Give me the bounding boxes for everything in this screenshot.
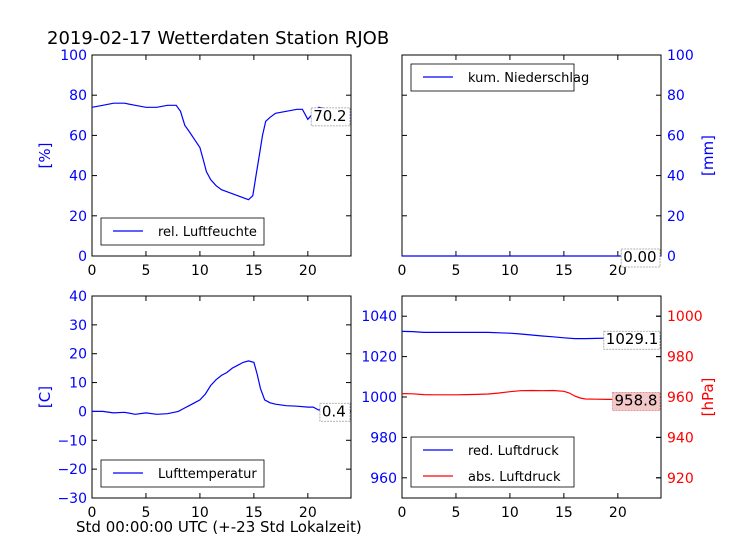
y-axis-label: [C] xyxy=(36,386,54,408)
panel-bottom-left: 0 5 10 15 20 −30 −20 −10 0 10 20 30 40 [C] 0.4 Lufttemp… xyxy=(36,289,352,521)
last-value-box xyxy=(603,330,661,350)
x-tick-label: 5 xyxy=(451,263,460,279)
y-tick-label: 960 xyxy=(667,390,694,406)
y-axis-label: [hPa] xyxy=(699,378,717,417)
last-value-box xyxy=(612,392,661,411)
y-tick-label: 20 xyxy=(69,347,87,363)
last-value-label: 0.4 xyxy=(322,402,346,420)
y-tick-label: 40 xyxy=(667,169,685,185)
y-tick-label: 960 xyxy=(370,471,397,487)
y-tick-label: 1020 xyxy=(361,350,397,366)
y-tick-label: 1000 xyxy=(667,309,703,325)
y-axis-label: [mm] xyxy=(699,135,717,176)
legend-label: red. Luftdruck xyxy=(468,444,559,459)
y-tick-label: 940 xyxy=(667,430,694,446)
legend-label: rel. Luftfeuchte xyxy=(158,225,257,240)
y-tick-label: 0 xyxy=(78,404,87,420)
x-tick-label: 10 xyxy=(191,263,209,279)
x-tick-label: 0 xyxy=(398,505,407,521)
x-tick-label: 20 xyxy=(299,263,317,279)
x-tick-label: 0 xyxy=(398,263,407,279)
y-tick-label: 10 xyxy=(69,376,87,392)
y-tick-label: 80 xyxy=(667,88,685,104)
y-tick-label: 1040 xyxy=(361,309,397,325)
series-line xyxy=(92,360,352,415)
figure-title: 2019-02-17 Wetterdaten Station RJOB xyxy=(47,28,389,49)
panel-bottom-right: 0 5 10 15 20 960 980 1000 1020 1040 920 940 960 980 10… xyxy=(361,295,717,521)
last-value-label: 958.8 xyxy=(615,391,658,409)
y-tick-label: 920 xyxy=(667,471,694,487)
y-tick-label: 80 xyxy=(69,88,87,104)
legend-box xyxy=(410,436,575,488)
y-tick-label: 100 xyxy=(667,48,694,64)
y-tick-label: 980 xyxy=(370,430,397,446)
x-tick-label: 15 xyxy=(555,263,573,279)
y-tick-label: 60 xyxy=(667,128,685,144)
y-tick-label: 40 xyxy=(69,169,87,185)
plot-frame xyxy=(91,54,352,257)
legend-label: Lufttemperatur xyxy=(158,467,257,482)
y-tick-label: 40 xyxy=(69,289,87,305)
y-tick-label: 30 xyxy=(69,318,87,334)
x-tick-label: 15 xyxy=(555,505,573,521)
y-axis-label: [%] xyxy=(36,143,54,169)
x-tick-label: 0 xyxy=(88,263,97,279)
y-tick-label: 1000 xyxy=(361,390,397,406)
figure-xlabel: Std 00:00:00 UTC (+-23 Std Lokalzeit) xyxy=(76,518,362,536)
x-tick-label: 5 xyxy=(141,263,150,279)
last-value-box xyxy=(310,107,351,127)
y-tick-label: 0 xyxy=(667,249,676,265)
last-value-label: 70.2 xyxy=(313,107,346,125)
y-tick-label: −20 xyxy=(57,462,87,478)
y-tick-label: 100 xyxy=(60,48,87,64)
x-tick-label: 15 xyxy=(245,263,263,279)
y-tick-label: 20 xyxy=(667,209,685,225)
x-tick-label: 20 xyxy=(299,505,317,521)
y-tick-label: −10 xyxy=(57,433,87,449)
y-tick-label: 0 xyxy=(78,249,87,265)
last-value-label: 1029.1 xyxy=(606,330,659,348)
x-tick-label: 5 xyxy=(451,505,460,521)
panel-top-left: 0 5 10 15 20 0 20 40 60 80 100 [%] 70.2 rel. Luftfeuc… xyxy=(36,48,352,279)
y-tick-label: 20 xyxy=(69,209,87,225)
series-line xyxy=(91,102,352,201)
last-value-box xyxy=(319,402,351,422)
x-tick-label: 20 xyxy=(609,505,627,521)
x-tick-label: 10 xyxy=(501,263,519,279)
x-tick-label: 5 xyxy=(141,505,150,521)
x-tick-label: 10 xyxy=(501,505,519,521)
y-tick-label: 980 xyxy=(667,350,694,366)
y-tick-label: −30 xyxy=(57,491,87,507)
x-tick-label: 10 xyxy=(191,505,209,521)
last-value-box xyxy=(620,248,661,268)
plot-frame xyxy=(91,295,352,499)
x-tick-label: 0 xyxy=(88,505,97,521)
last-value-label: 0.00 xyxy=(623,248,656,266)
x-tick-label: 15 xyxy=(245,505,263,521)
legend-label: abs. Luftdruck xyxy=(468,470,561,485)
y-tick-label: 60 xyxy=(69,128,87,144)
legend-label: kum. Niederschlag xyxy=(468,71,589,86)
